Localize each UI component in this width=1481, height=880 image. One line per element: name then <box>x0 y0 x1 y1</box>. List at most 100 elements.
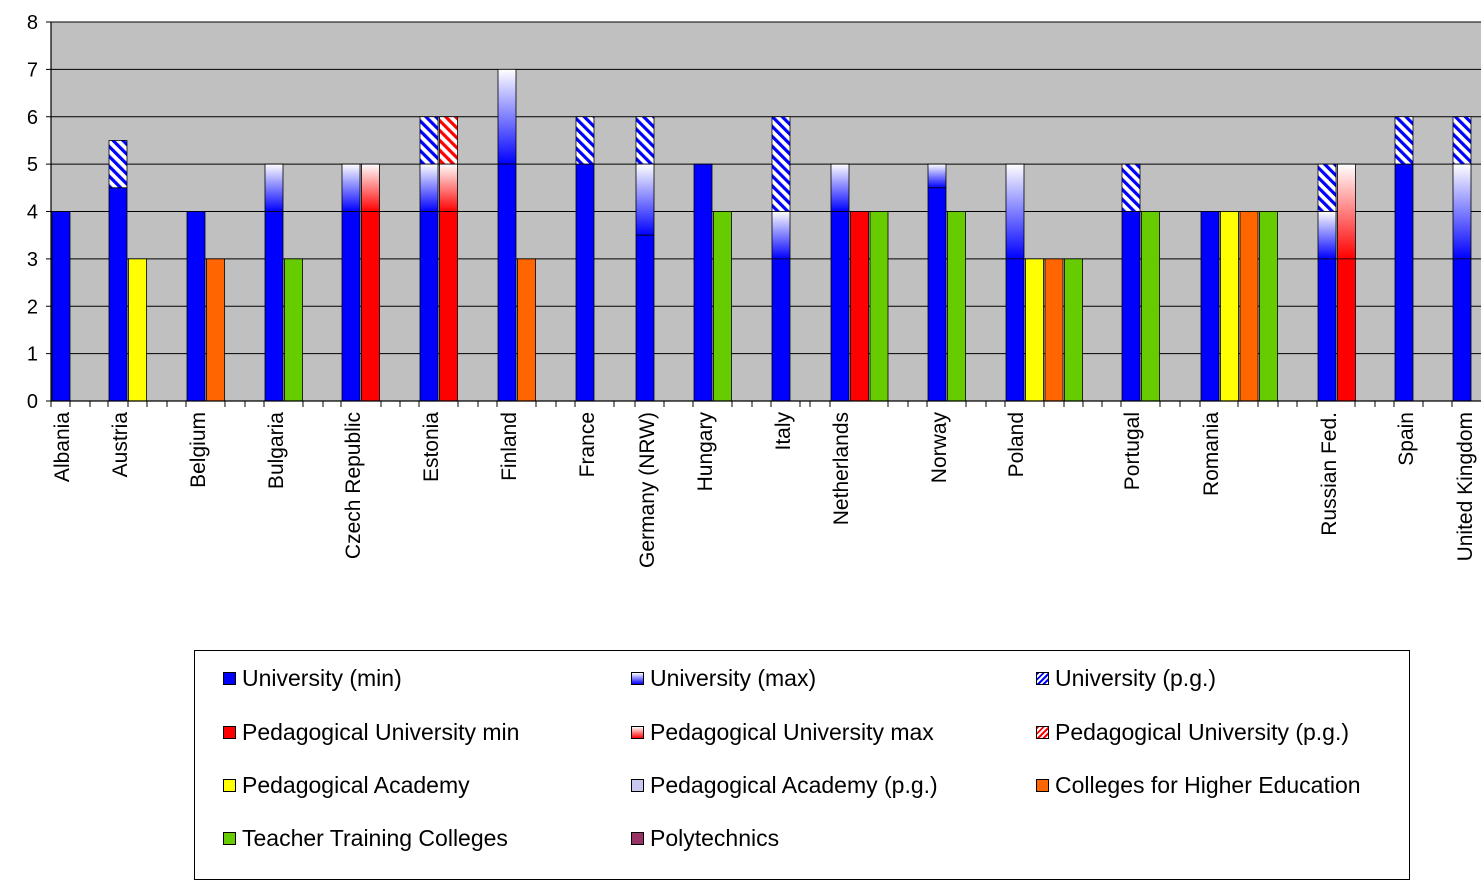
legend-label: University (p.g.) <box>1055 665 1217 691</box>
bar-hungary-university <box>693 163 713 402</box>
bar-albania-university <box>51 211 71 402</box>
bar-france-university <box>575 116 595 402</box>
bar-germany-nrw-university <box>635 116 655 402</box>
legend-swatch <box>223 832 236 845</box>
legend-swatch <box>223 779 236 792</box>
y-tick-label: 1 <box>27 344 38 366</box>
x-tick-label: Albania <box>51 412 74 482</box>
x-tick-label: Norway <box>928 412 951 484</box>
legend-item: University (min) <box>223 665 402 692</box>
legend-label: Pedagogical Academy <box>242 772 470 798</box>
bar-segment-pg <box>439 116 458 165</box>
legend-swatch <box>223 726 236 739</box>
bar-finland-colleges-for-higher-education <box>517 258 536 402</box>
bar-bulgaria-teacher-training-colleges <box>284 258 303 402</box>
legend-label: Polytechnics <box>650 825 780 851</box>
bar-italy-university <box>771 116 791 402</box>
x-tick-label: Russian Fed. <box>1318 412 1341 536</box>
bar-segment-max <box>1337 163 1356 260</box>
bar-russian-fed-pedagogical-university <box>1337 163 1356 402</box>
legend-item: University (max) <box>631 665 816 692</box>
bar-segment-pg <box>1452 116 1472 165</box>
bar-segment-pg <box>1317 163 1337 212</box>
legend-label: Pedagogical University (p.g.) <box>1055 719 1350 745</box>
bar-bulgaria-university <box>264 163 284 402</box>
x-tick-label: Spain <box>1395 412 1418 466</box>
bar-segment-pg <box>108 140 128 189</box>
legend-swatch <box>223 672 236 685</box>
bar-segment-min <box>108 187 128 402</box>
x-tick-label: United Kingdom <box>1454 412 1477 561</box>
bar-segment-max <box>439 163 458 212</box>
y-tick-label: 7 <box>27 59 38 81</box>
bar-segment-min <box>341 211 361 402</box>
x-tick-label: Austria <box>109 412 132 478</box>
bar-netherlands-teacher-training-colleges <box>869 211 889 402</box>
bar-belgium-colleges-for-higher-education <box>206 258 225 402</box>
legend-swatch <box>1036 779 1049 792</box>
bar-segment-max <box>927 163 947 189</box>
bar-segment-min <box>1317 258 1337 402</box>
bar-segment-pg <box>419 116 439 165</box>
legend-item: Pedagogical Academy <box>223 772 470 799</box>
legend-label: University (max) <box>650 665 817 691</box>
bar-segment-max <box>341 163 361 212</box>
legend-item: Pedagogical University min <box>223 719 519 746</box>
bar-segment-min <box>927 187 947 402</box>
x-tick-label: Netherlands <box>830 412 853 525</box>
bar-segment-pg <box>1394 116 1414 165</box>
legend-item: University (p.g.) <box>1036 665 1216 692</box>
bar-segment-min <box>1337 258 1356 402</box>
legend-label: Colleges for Higher Education <box>1055 772 1361 798</box>
bar-segment-max <box>1317 211 1337 260</box>
y-tick-label: 0 <box>27 391 38 413</box>
legend-item: Teacher Training Colleges <box>223 825 508 852</box>
bar-segment-min <box>850 211 869 402</box>
bar-estonia-pedagogical-university <box>439 116 458 402</box>
bar-spain-university <box>1394 116 1414 402</box>
bar-portugal-university <box>1121 163 1141 402</box>
bar-segment-pg <box>771 116 791 212</box>
x-tick-label: Bulgaria <box>265 412 288 489</box>
bar-segment-pg <box>635 116 655 165</box>
bar-norway-teacher-training-colleges <box>947 211 966 402</box>
bar-segment-max <box>771 211 791 260</box>
bar-czech-republic-pedagogical-university <box>361 163 380 402</box>
bar-segment-pg <box>1121 163 1141 212</box>
legend-label: Pedagogical Academy (p.g.) <box>650 772 938 798</box>
bar-poland-teacher-training-colleges <box>1064 258 1083 402</box>
bar-segment-min <box>575 163 595 402</box>
x-tick-label: France <box>576 412 599 477</box>
bar-segment-max <box>635 163 655 236</box>
bar-finland-university <box>497 68 517 402</box>
bar-segment-min <box>419 211 439 402</box>
x-tick-label: Italy <box>772 412 795 451</box>
bar-poland-colleges-for-higher-education <box>1044 258 1064 402</box>
x-tick-label: Germany (NRW) <box>636 412 659 568</box>
legend-label: Teacher Training Colleges <box>242 825 508 851</box>
legend-item: Colleges for Higher Education <box>1036 772 1361 799</box>
bar-segment-max <box>264 163 284 212</box>
bar-romania-university <box>1200 211 1220 402</box>
bar-segment-max <box>419 163 439 212</box>
x-tick-label: Romania <box>1200 412 1223 496</box>
legend-label: Pedagogical University max <box>650 719 934 745</box>
bar-romania-colleges-for-higher-education <box>1239 211 1259 402</box>
bar-segment-min <box>830 211 850 402</box>
bar-netherlands-pedagogical-university <box>850 211 869 402</box>
legend-item: Pedagogical University (p.g.) <box>1036 719 1349 746</box>
bar-segment-min <box>264 211 284 402</box>
legend-label: Pedagogical University min <box>242 719 520 745</box>
legend-item: Pedagogical Academy (p.g.) <box>631 772 938 799</box>
bar-segment-min <box>186 211 206 402</box>
x-tick-label: Belgium <box>187 412 210 488</box>
bar-segment-min <box>1121 211 1141 402</box>
x-tick-label: Finland <box>498 412 521 481</box>
bar-austria-pedagogical-academy <box>128 258 147 402</box>
legend-item: Polytechnics <box>631 825 779 852</box>
bar-russian-fed-university <box>1317 163 1337 402</box>
bar-romania-pedagogical-academy <box>1220 211 1239 402</box>
bar-segment-min <box>635 234 655 402</box>
bar-segment-min <box>1452 258 1472 402</box>
y-tick-label: 6 <box>27 107 38 129</box>
